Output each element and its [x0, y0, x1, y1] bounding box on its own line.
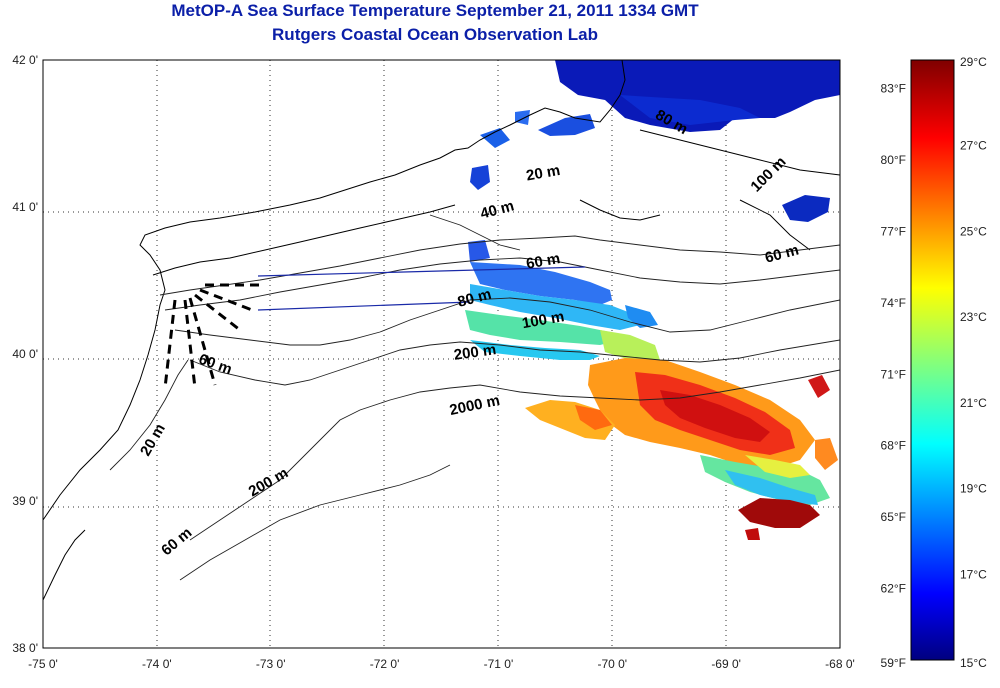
sst-patch-slope-yellow [600, 330, 660, 360]
map-plot-area [43, 60, 840, 648]
colorbar-celsius-label: 25°C [960, 224, 987, 238]
contour-label: 60 m [525, 250, 562, 273]
sst-data-layer [465, 60, 840, 540]
colorbar-celsius-label: 17°C [960, 567, 987, 581]
sst-patch-narragansett [470, 165, 490, 190]
graticule [43, 60, 840, 648]
bathymetry-contours [109, 214, 840, 581]
colorbar-celsius-label: 15°C [960, 656, 987, 670]
colorbar-fahrenheit-label: 80°F [881, 153, 906, 167]
colorbar-fahrenheit-label: 62°F [881, 582, 906, 596]
colorbar-celsius-label: 27°C [960, 139, 987, 153]
lon-tick-label: -74 0' [142, 657, 172, 671]
colorbar-fahrenheit-label: 71°F [881, 367, 906, 381]
sst-patch-slope-cold [625, 305, 658, 328]
lat-tick-label: 41 0' [12, 200, 38, 214]
sst-patch-ri-sound [515, 110, 530, 125]
sst-patch-far-east [815, 438, 838, 470]
lat-tick-label: 40 0' [12, 347, 38, 361]
transect-lines [257, 266, 586, 311]
longitude-axis: -75 0' -74 0' -73 0' -72 0' -71 0' -70 0' -69 … [28, 657, 855, 671]
sst-patch-shelf-green [465, 310, 620, 345]
colorbar [910, 59, 955, 661]
sst-patch-shelf-band [470, 262, 612, 305]
colorbar-fahrenheit-label: 74°F [881, 296, 906, 310]
colorbar-fahrenheit-label: 59°F [881, 656, 906, 670]
contour-label: 20 m [525, 162, 562, 185]
lat-tick-label: 38 0' [12, 641, 38, 655]
sst-patch-shelf-band-2 [470, 284, 640, 330]
contour-label: 200 m [453, 341, 497, 364]
lat-tick-label: 39 0' [12, 494, 38, 508]
lon-tick-label: -68 0' [825, 657, 855, 671]
sst-patch-south-cyan [725, 470, 818, 505]
sst-patch-shelf-north [468, 240, 490, 262]
sst-patch-buzzards [480, 128, 510, 148]
lon-tick-label: -73 0' [256, 657, 286, 671]
colorbar-celsius-label: 29°C [960, 55, 987, 69]
map-title: MetOP-A Sea Surface Temperature Septembe… [171, 1, 699, 20]
sst-patch-warm-west-red [575, 405, 612, 430]
colorbar-celsius-label: 23°C [960, 310, 987, 324]
colorbar-fahrenheit-labels: 83°F 80°F 77°F 74°F 71°F 68°F 65°F 62°F 59°F [881, 82, 906, 670]
sst-patch-southeast-red [738, 498, 820, 528]
lon-tick-label: -70 0' [597, 657, 627, 671]
colorbar-celsius-labels: 29°C 27°C 25°C 23°C 21°C 19°C 17°C 15°C [960, 55, 987, 670]
sst-patch-east-red [808, 375, 830, 398]
sst-patch-georges-east [782, 195, 830, 222]
map-frame [42, 59, 841, 649]
sst-patch-gulf-stream-core [660, 390, 770, 442]
lat-tick-label: 42 0' [12, 53, 38, 67]
colorbar-celsius-label: 21°C [960, 396, 987, 410]
lon-tick-label: -71 0' [484, 657, 514, 671]
canyon-dashes [163, 283, 262, 389]
lon-tick-label: -75 0' [28, 657, 58, 671]
coastline [43, 60, 840, 601]
sst-patch-south-yellow [745, 455, 810, 478]
colorbar-celsius-label: 19°C [960, 482, 987, 496]
colorbar-fahrenheit-label: 77°F [881, 224, 906, 238]
latitude-axis: 42 0' 41 0' 40 0' 39 0' 38 0' [12, 53, 38, 655]
lon-tick-label: -72 0' [370, 657, 400, 671]
colorbar-fahrenheit-label: 65°F [881, 510, 906, 524]
colorbar-fahrenheit-label: 68°F [881, 439, 906, 453]
sst-patch-gulf-of-maine-2 [620, 95, 760, 125]
sst-patch-cape-cod [538, 114, 595, 136]
sst-patch-south-speck [745, 528, 760, 540]
colorbar-fahrenheit-label: 83°F [881, 82, 906, 96]
map-subtitle: Rutgers Coastal Ocean Observation Lab [272, 25, 598, 44]
sst-patch-gulf-of-maine [555, 60, 840, 132]
lon-tick-label: -69 0' [711, 657, 741, 671]
